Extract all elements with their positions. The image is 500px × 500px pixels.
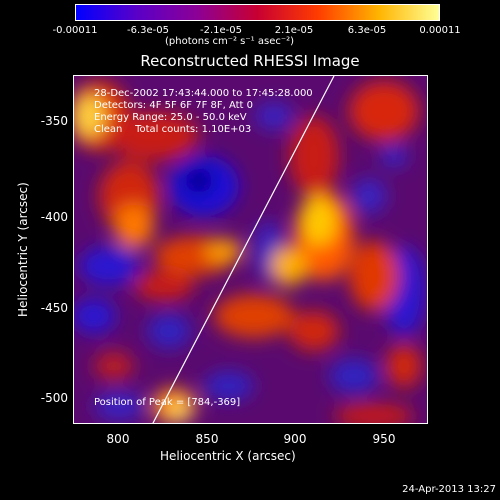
- y-axis-label: Heliocentric Y (arcsec): [16, 182, 30, 317]
- y-tick-label: -500: [40, 391, 68, 405]
- y-tick-label: -350: [40, 114, 68, 128]
- colorbar-tick: 0.00011: [419, 25, 461, 36]
- y-tick-label: -450: [40, 301, 68, 315]
- solar-limb-line: [152, 76, 335, 423]
- rhessi-image[interactable]: 28-Dec-2002 17:43:44.000 to 17:45:28.000…: [73, 75, 428, 424]
- timestamp: 24-Apr-2013 13:27: [402, 484, 496, 495]
- x-tick-label: 800: [106, 432, 130, 446]
- x-tick-label: 950: [372, 432, 396, 446]
- energy-range: Energy Range: 25.0 - 50.0 keV: [94, 112, 247, 123]
- detectors-info: Detectors: 4F 5F 6F 7F 8F, Att 0: [94, 100, 254, 111]
- time-range: 28-Dec-2002 17:43:44.000 to 17:45:28.000: [94, 88, 313, 99]
- y-tick-label: -400: [40, 210, 68, 224]
- peak-position: Position of Peak = [784,-369]: [94, 397, 241, 408]
- rhessi-map: [74, 76, 427, 423]
- clean-counts: Clean Total counts: 1.10E+03: [94, 124, 252, 135]
- x-tick-label: 900: [283, 432, 307, 446]
- colorbar-tick: -0.00011: [52, 25, 98, 36]
- colorbar-units: (photons cm⁻² s⁻¹ asec⁻²): [165, 36, 295, 47]
- x-tick-label: 850: [195, 432, 219, 446]
- colorbar-tick: 6.3e-05: [347, 25, 387, 36]
- colorbar-tick: -6.3e-05: [127, 25, 169, 36]
- colorbar: [75, 4, 440, 21]
- x-axis-label: Heliocentric X (arcsec): [160, 449, 296, 463]
- colorbar-tick: -2.1e-05: [200, 25, 242, 36]
- image-title: Reconstructed RHESSI Image: [140, 52, 360, 70]
- colorbar-tick: 2.1e-05: [274, 25, 314, 36]
